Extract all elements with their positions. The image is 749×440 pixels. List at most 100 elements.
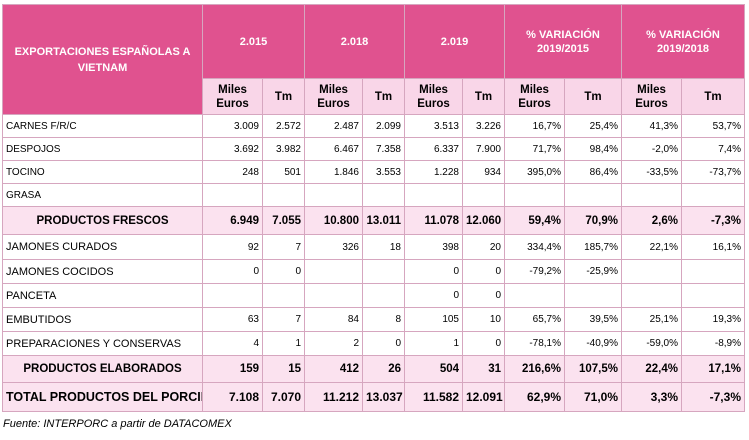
table-cell: 17,1% (681, 355, 745, 383)
table-cell: 107,5% (564, 355, 622, 383)
subtotal-row: PRODUCTOS FRESCOS 6.949 7.055 10.800 13.011 1… (2, 206, 745, 235)
table-cell: -78,1% (504, 331, 565, 356)
row-label: PANCETA (2, 283, 203, 308)
unit-header-tm: Tm (262, 78, 305, 115)
table-cell: 0 (462, 283, 505, 308)
table-cell: 63 (202, 307, 263, 332)
table-cell: 216,6% (504, 355, 565, 383)
row-label: JAMONES COCIDOS (2, 259, 203, 284)
table-cell (304, 259, 363, 284)
unit-header-miles: Miles Euros (304, 78, 363, 115)
table-row: TOCINO 248 501 1.846 3.553 1.228 934 395,0% 86,4… (2, 160, 745, 184)
row-label: JAMONES CURADOS (2, 234, 203, 260)
exports-table: EXPORTACIONES ESPAÑOLAS A VIETNAM 2.015 … (2, 4, 745, 412)
table-cell (362, 183, 405, 207)
row-label: CARNES F/R/C (2, 114, 203, 138)
table-cell: 19,3% (681, 307, 745, 332)
table-cell (681, 283, 745, 308)
variation-header-2015: % VARIACIÓN 2019/2015 (504, 4, 622, 79)
table-cell: 13.037 (362, 382, 405, 412)
table-cell: 2 (304, 331, 363, 356)
table-cell: -2,0% (621, 137, 682, 161)
unit-header-tm: Tm (681, 78, 745, 115)
table-cell: 3.553 (362, 160, 405, 184)
table-title: EXPORTACIONES ESPAÑOLAS A VIETNAM (2, 4, 203, 115)
table-cell (202, 183, 263, 207)
table-cell: 0 (362, 331, 405, 356)
table-row: GRASA (2, 183, 745, 207)
table-cell: 16,7% (504, 114, 565, 138)
table-cell: 3,3% (621, 382, 682, 412)
table-row: EMBUTIDOS 63 7 84 8 105 10 65,7% 39,5% 25,1% 19,3% (2, 307, 745, 332)
table-cell: 3.009 (202, 114, 263, 138)
table-cell: 7.358 (362, 137, 405, 161)
table-cell: 65,7% (504, 307, 565, 332)
table-cell: 2.099 (362, 114, 405, 138)
table-cell: 3.513 (404, 114, 463, 138)
table-cell: 501 (262, 160, 305, 184)
table-cell (362, 283, 405, 308)
table-cell (621, 283, 682, 308)
table-cell (404, 183, 463, 207)
table-cell: 92 (202, 234, 263, 260)
table-cell: 7.900 (462, 137, 505, 161)
source-note: Fuente: INTERPORC a partir de DATACOMEX (3, 418, 232, 430)
table-header-row: EXPORTACIONES ESPAÑOLAS A VIETNAM 2.015 … (2, 4, 745, 115)
table-row: JAMONES COCIDOS 0 0 0 0 -79,2% -25,9% (2, 259, 745, 284)
table-cell: 7.108 (202, 382, 263, 412)
table-cell: 70,9% (564, 206, 622, 235)
table-cell: 25,1% (621, 307, 682, 332)
subtotal-row: PRODUCTOS ELABORADOS 159 15 412 26 504 31 216,6… (2, 355, 745, 383)
unit-header-tm: Tm (564, 78, 622, 115)
table-cell: -8,9% (681, 331, 745, 356)
table-cell (262, 283, 305, 308)
table-cell: 0 (202, 259, 263, 284)
table-cell: 7.055 (262, 206, 305, 235)
grand-total-row: TOTAL PRODUCTOS DEL PORCINO 7.108 7.070 11.… (2, 382, 745, 412)
table-cell: 11.582 (404, 382, 463, 412)
table-cell: 25,4% (564, 114, 622, 138)
table-cell: 2.572 (262, 114, 305, 138)
table-cell: 18 (362, 234, 405, 260)
table-cell: 22,1% (621, 234, 682, 260)
year-header: 2.015 (202, 4, 305, 79)
table-cell: 159 (202, 355, 263, 383)
table-cell (621, 259, 682, 284)
table-cell: 7 (262, 307, 305, 332)
table-cell (462, 183, 505, 207)
table-cell: 71,7% (504, 137, 565, 161)
table-cell: 3.226 (462, 114, 505, 138)
table-cell: 31 (462, 355, 505, 383)
table-cell: 53,7% (681, 114, 745, 138)
unit-header-tm: Tm (362, 78, 405, 115)
table-cell: 1.846 (304, 160, 363, 184)
unit-header-tm: Tm (462, 78, 505, 115)
table-cell: 0 (404, 283, 463, 308)
table-row: PREPARACIONES Y CONSERVAS 4 1 2 0 1 0 -78,1% -40… (2, 331, 745, 356)
table-cell: 12.091 (462, 382, 505, 412)
variation-header-2018: % VARIACIÓN 2019/2018 (621, 4, 745, 79)
table-cell: 326 (304, 234, 363, 260)
table-cell: 22,4% (621, 355, 682, 383)
unit-header-miles: Miles Euros (621, 78, 682, 115)
table-cell: 26 (362, 355, 405, 383)
table-cell (564, 183, 622, 207)
table-body: CARNES F/R/C 3.009 2.572 2.487 2.099 3.513 3.2… (2, 114, 745, 412)
table-cell: 86,4% (564, 160, 622, 184)
table-cell: 84 (304, 307, 363, 332)
row-label: PREPARACIONES Y CONSERVAS (2, 331, 203, 356)
table-cell: 62,9% (504, 382, 565, 412)
table-cell: 1 (404, 331, 463, 356)
row-label: GRASA (2, 183, 203, 207)
table-cell: 39,5% (564, 307, 622, 332)
table-cell: 412 (304, 355, 363, 383)
table-cell: 7.070 (262, 382, 305, 412)
table-cell (504, 283, 565, 308)
table-cell: 71,0% (564, 382, 622, 412)
row-label: PRODUCTOS FRESCOS (2, 206, 203, 235)
table-cell: 6.467 (304, 137, 363, 161)
table-cell: 11.078 (404, 206, 463, 235)
table-cell: 12.060 (462, 206, 505, 235)
table-cell: 7,4% (681, 137, 745, 161)
table-cell: 0 (462, 331, 505, 356)
